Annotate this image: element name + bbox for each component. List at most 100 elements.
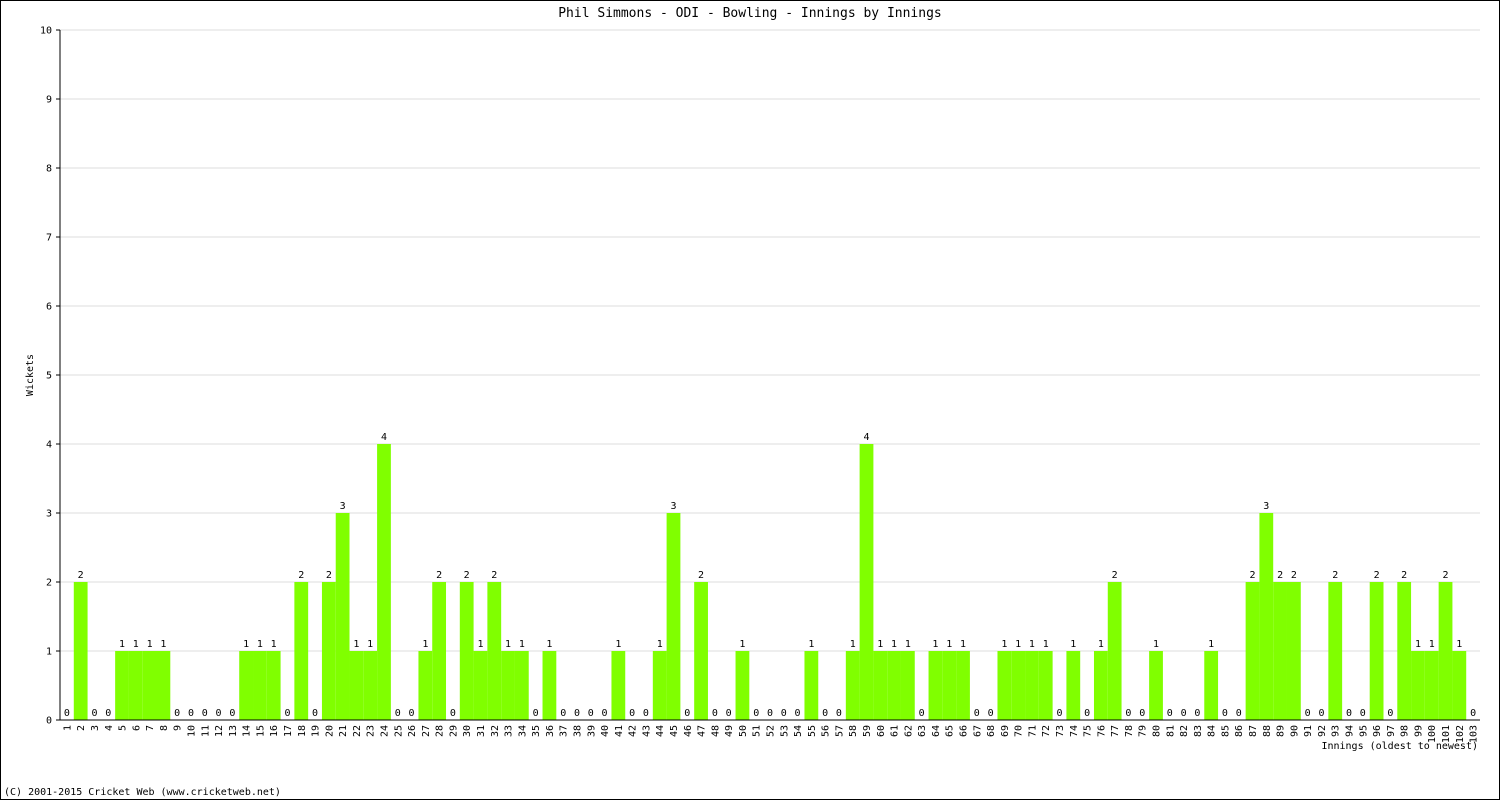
x-tick-label: 84 — [1207, 725, 1218, 737]
x-tick-label: 97 — [1386, 725, 1397, 737]
x-tick-label: 20 — [324, 725, 335, 737]
x-tick-label: 15 — [255, 725, 266, 737]
x-tick-label: 85 — [1220, 725, 1231, 737]
value-label: 1 — [243, 639, 249, 650]
bar — [887, 651, 901, 720]
bar — [115, 651, 129, 720]
x-tick-label: 13 — [228, 725, 239, 737]
value-label: 2 — [1374, 570, 1380, 581]
value-label: 1 — [1015, 639, 1021, 650]
x-tick-label: 59 — [862, 725, 873, 737]
value-label: 1 — [271, 639, 277, 650]
value-label: 0 — [105, 708, 111, 719]
x-tick-label: 54 — [793, 725, 804, 737]
bar — [156, 651, 171, 720]
x-tick-label: 92 — [1317, 725, 1328, 737]
bar — [694, 582, 708, 720]
x-tick-label: 34 — [517, 725, 528, 737]
x-tick-label: 89 — [1276, 725, 1287, 737]
x-tick-label: 8 — [159, 725, 170, 731]
value-label: 0 — [602, 708, 608, 719]
value-label: 1 — [546, 639, 552, 650]
bar — [873, 651, 888, 720]
bar — [928, 651, 943, 720]
x-tick-label: 37 — [559, 725, 570, 737]
x-tick-label: 22 — [352, 725, 363, 737]
value-label: 1 — [1098, 639, 1104, 650]
value-label: 0 — [726, 708, 732, 719]
value-label: 0 — [795, 708, 801, 719]
value-label: 2 — [78, 570, 84, 581]
value-label: 0 — [64, 708, 70, 719]
x-tick-label: 4 — [104, 725, 115, 731]
x-tick-label: 71 — [1027, 725, 1038, 737]
bar — [1438, 582, 1453, 720]
x-tick-label: 56 — [821, 725, 832, 737]
x-tick-label: 55 — [807, 725, 818, 737]
value-label: 0 — [1222, 708, 1228, 719]
x-tick-label: 35 — [531, 725, 542, 737]
value-label: 1 — [891, 639, 897, 650]
value-label: 1 — [615, 639, 621, 650]
bar — [956, 651, 970, 720]
value-label: 2 — [698, 570, 704, 581]
bar — [418, 651, 433, 720]
value-label: 1 — [367, 639, 373, 650]
bar — [1259, 513, 1274, 720]
value-label: 0 — [229, 708, 235, 719]
x-tick-label: 19 — [311, 725, 322, 737]
x-tick-label: 16 — [269, 725, 280, 737]
x-tick-label: 36 — [545, 725, 556, 737]
bar — [335, 513, 350, 720]
value-label: 1 — [657, 639, 663, 650]
value-label: 0 — [1387, 708, 1393, 719]
value-label: 0 — [409, 708, 415, 719]
y-tick-label: 7 — [46, 233, 52, 244]
value-label: 0 — [574, 708, 580, 719]
x-tick-label: 80 — [1152, 725, 1163, 737]
value-label: 1 — [119, 639, 125, 650]
value-label: 3 — [340, 501, 346, 512]
bar — [1025, 651, 1039, 720]
x-tick-label: 50 — [738, 725, 749, 737]
bar — [1107, 582, 1122, 720]
value-label: 0 — [216, 708, 222, 719]
bar — [666, 513, 681, 720]
value-label: 2 — [1401, 570, 1407, 581]
x-tick-label: 93 — [1331, 725, 1342, 737]
value-label: 2 — [1291, 570, 1297, 581]
value-label: 0 — [988, 708, 994, 719]
x-tick-label: 45 — [669, 725, 680, 737]
x-tick-label: 49 — [724, 725, 735, 737]
x-tick-label: 21 — [338, 725, 349, 737]
x-tick-label: 61 — [890, 725, 901, 737]
value-label: 2 — [491, 570, 497, 581]
bar — [542, 651, 557, 720]
bar — [1397, 582, 1412, 720]
value-label: 0 — [1318, 708, 1324, 719]
value-label: 0 — [1139, 708, 1145, 719]
value-label: 0 — [1360, 708, 1366, 719]
x-tick-label: 83 — [1193, 725, 1204, 737]
bar — [239, 651, 254, 720]
x-tick-label: 41 — [614, 725, 625, 737]
bar — [1286, 582, 1301, 720]
bar — [1369, 582, 1384, 720]
x-tick-label: 78 — [1124, 725, 1135, 737]
x-tick-label: 57 — [834, 725, 845, 737]
x-tick-label: 79 — [1138, 725, 1149, 737]
value-label: 0 — [767, 708, 773, 719]
bar — [501, 651, 515, 720]
y-tick-label: 0 — [46, 716, 52, 727]
y-tick-label: 8 — [46, 164, 52, 175]
x-tick-label: 67 — [972, 725, 983, 737]
bar — [514, 651, 529, 720]
value-label: 2 — [436, 570, 442, 581]
bar — [363, 651, 378, 720]
value-label: 0 — [1236, 708, 1242, 719]
value-label: 1 — [960, 639, 966, 650]
x-tick-label: 94 — [1345, 725, 1356, 737]
x-tick-label: 100 — [1427, 725, 1438, 743]
bar — [1328, 582, 1343, 720]
